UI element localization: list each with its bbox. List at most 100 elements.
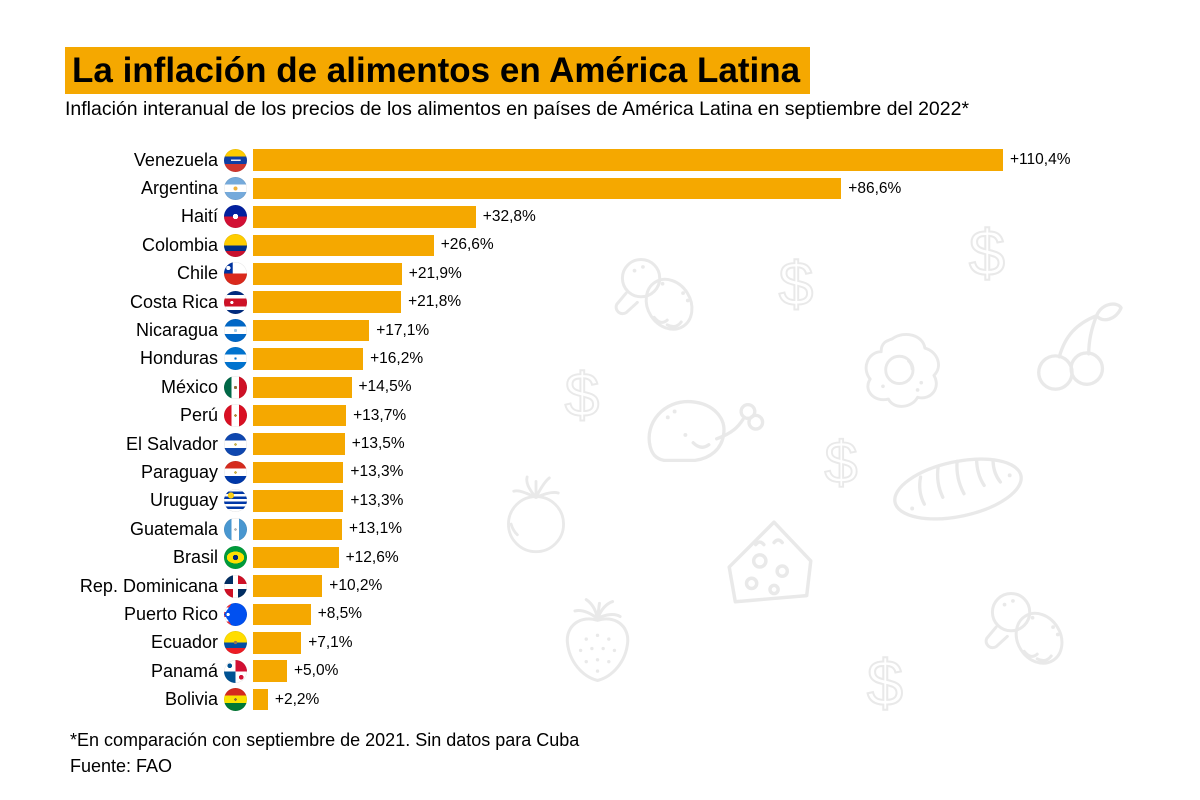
country-label: Honduras [139,348,218,369]
bar-row: Nicaragua +17,1% [38,316,1158,344]
country-label: Perú [179,405,218,426]
bolivia-flag-icon [224,688,247,712]
country-label: Bolivia [164,689,218,710]
title-wrap: La inflación de alimentos en América Lat… [65,47,811,94]
bar [253,404,347,427]
value-label: +13,1% [349,520,403,538]
country-label: Panamá [150,660,218,681]
bar-row: Bolivia +2,2% [38,685,1158,713]
bar-row: Venezuela +110,4% [38,146,1158,174]
bar-row: Puerto Rico +8,5% [38,600,1158,628]
country-label: Uruguay [149,490,218,511]
value-label: +13,3% [350,491,404,509]
panama-flag-icon [224,659,247,683]
value-label: +21,8% [408,293,462,311]
value-label: +26,6% [440,236,494,254]
country-label: Argentina [140,178,218,199]
bar [253,149,1003,171]
country-label: Paraguay [140,461,218,482]
bar [253,291,402,313]
country-label: México [160,376,218,397]
country-label: Brasil [172,547,218,568]
value-label: +17,1% [376,321,430,339]
bar [253,234,434,257]
bar [253,461,344,484]
puerto-rico-flag-icon [224,602,247,626]
country-label: El Salvador [125,433,218,454]
country-label: Rep. Dominicana [79,575,218,596]
country-label: Nicaragua [135,320,218,341]
bar-row: Chile +21,9% [38,260,1158,288]
bar [253,490,344,512]
bar-rows: Venezuela +110,4% Argentina +86,6% Haití… [38,146,1158,714]
paraguay-flag-icon [224,460,247,484]
country-label: Venezuela [133,149,218,170]
value-label: +110,4% [1010,151,1071,169]
page-title: La inflación de alimentos en América Lat… [65,47,811,94]
bar-row: Brasil +12,6% [38,543,1158,571]
bar-row: Honduras +16,2% [38,345,1158,373]
bar-row: México +14,5% [38,373,1158,401]
costa-rica-flag-icon [224,290,247,314]
bar-row: Perú +13,7% [38,402,1158,430]
ecuador-flag-icon [224,631,247,655]
value-label: +32,8% [482,207,536,225]
bar-row: Costa Rica +21,8% [38,288,1158,316]
value-label: +21,9% [408,264,462,282]
footnote: *En comparación con septiembre de 2021. … [70,727,579,779]
value-label: +13,5% [351,435,405,453]
bar [253,177,842,200]
country-label: Haití [180,206,218,227]
country-label: Chile [176,263,218,284]
bar-row: El Salvador +13,5% [38,430,1158,458]
value-label: +10,2% [329,577,383,595]
bar-row: Haití +32,8% [38,203,1158,231]
country-label: Colombia [141,234,218,255]
argentina-flag-icon [224,177,247,201]
bar [253,603,311,626]
value-label: +12,6% [345,548,399,566]
bar [253,688,268,711]
bar-row: Guatemala +13,1% [38,515,1158,543]
bar-row: Uruguay +13,3% [38,487,1158,515]
haiti-flag-icon [224,205,247,229]
value-label: +7,1% [308,633,353,651]
el-salvador-flag-icon [224,432,247,456]
bar [253,348,364,370]
bar-row: Panamá +5,0% [38,657,1158,685]
uruguay-flag-icon [224,489,247,513]
value-label: +86,6% [848,179,902,197]
bar-row: Ecuador +7,1% [38,629,1158,657]
value-label: +5,0% [294,662,339,680]
source-line: Fuente: FAO [70,756,173,776]
honduras-flag-icon [224,347,247,371]
country-label: Puerto Rico [123,603,218,624]
nicaragua-flag-icon [224,319,247,343]
value-label: +8,5% [317,605,363,623]
bar [253,206,476,228]
bar [253,518,342,541]
chile-flag-icon [224,262,247,286]
bar [253,433,345,455]
bar-row: Colombia +26,6% [38,231,1158,259]
peru-flag-icon [224,404,247,428]
guatemala-flag-icon [224,517,247,541]
bar-chart: Venezuela +110,4% Argentina +86,6% Haití… [38,146,1158,714]
country-label: Ecuador [150,632,218,653]
chart-subtitle: Inflación interanual de los precios de l… [65,98,970,120]
bar [253,632,302,654]
mexico-flag-icon [224,375,247,399]
brasil-flag-icon [224,546,247,570]
value-label: +16,2% [370,349,424,367]
bar-row: Rep. Dominicana +10,2% [38,572,1158,600]
bar [253,546,339,569]
colombia-flag-icon [224,233,247,257]
bar-row: Paraguay +13,3% [38,458,1158,486]
bar [253,660,287,682]
value-label: +13,7% [353,406,407,424]
footnote-comparison: *En comparación con septiembre de 2021. … [70,730,580,750]
rep-dominicana-flag-icon [224,574,247,598]
venezuela-flag-icon [224,148,247,172]
value-label: +13,3% [350,463,404,481]
